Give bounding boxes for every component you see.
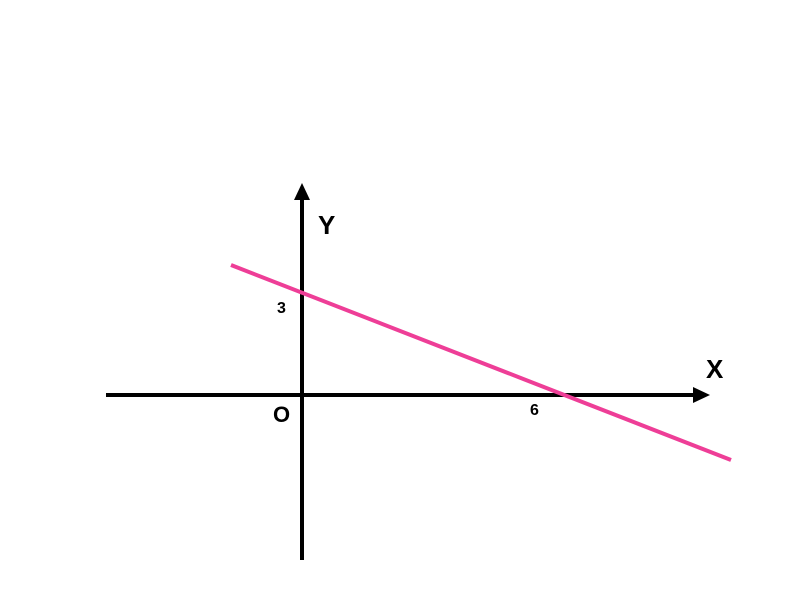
coordinate-plot: [0, 0, 794, 596]
y-intercept-label: 3: [277, 300, 286, 318]
plot-line: [231, 265, 731, 460]
y-axis-arrow-icon: [294, 183, 310, 200]
x-axis-arrow-icon: [693, 387, 710, 403]
y-axis-label: Y: [318, 210, 335, 241]
origin-label: O: [273, 402, 290, 428]
x-intercept-label: 6: [530, 402, 539, 420]
x-axis-label: X: [706, 354, 723, 385]
